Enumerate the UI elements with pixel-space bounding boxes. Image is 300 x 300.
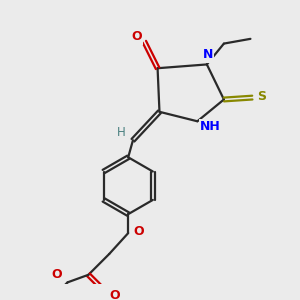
Text: O: O <box>133 225 144 238</box>
Text: NH: NH <box>200 121 221 134</box>
Text: N: N <box>202 49 213 62</box>
Text: O: O <box>110 289 120 300</box>
Text: H: H <box>117 126 126 139</box>
Text: O: O <box>131 31 142 44</box>
Text: O: O <box>52 268 62 281</box>
Text: S: S <box>257 90 266 103</box>
